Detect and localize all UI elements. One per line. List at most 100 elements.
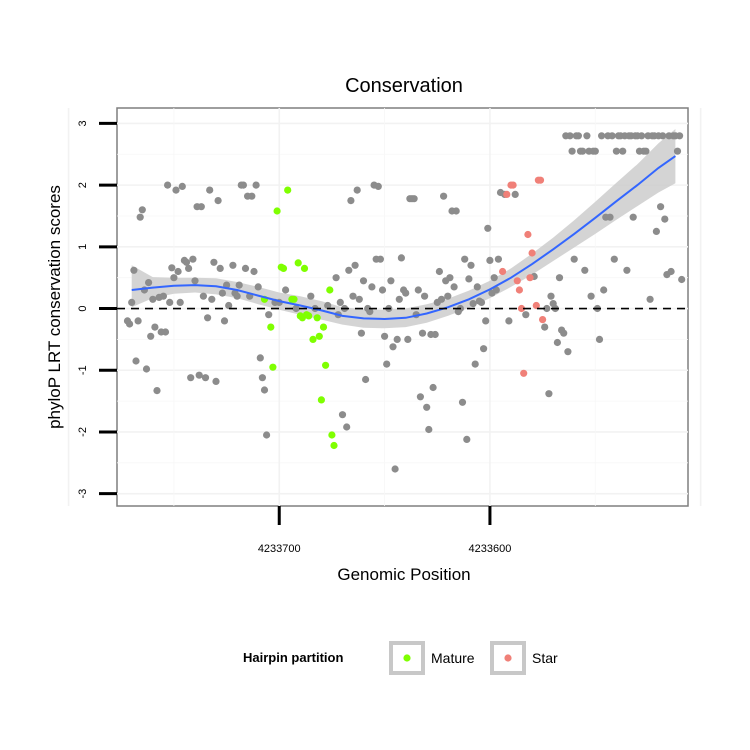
- other-point: [566, 132, 574, 140]
- other-point: [239, 181, 247, 189]
- other-point: [486, 256, 494, 264]
- legend-key-mature-dot: [403, 654, 411, 662]
- other-point: [220, 317, 229, 325]
- other-point: [583, 132, 591, 140]
- legend-key-star-dot: [504, 654, 512, 662]
- mature-point: [294, 259, 302, 267]
- other-point: [480, 345, 488, 353]
- other-point: [397, 254, 405, 262]
- other-point: [410, 195, 418, 203]
- other-point: [629, 213, 637, 221]
- other-point: [505, 317, 513, 325]
- other-point: [676, 132, 684, 140]
- star-point: [539, 316, 547, 324]
- mature-point: [328, 431, 336, 439]
- other-point: [608, 132, 616, 140]
- other-point: [292, 304, 300, 313]
- mature-point: [284, 186, 292, 194]
- other-point: [164, 181, 172, 189]
- other-point: [678, 275, 686, 284]
- other-point: [553, 338, 562, 347]
- other-point: [667, 267, 675, 276]
- mature-point: [317, 396, 325, 404]
- mature-point: [330, 441, 338, 450]
- y-tick-label: -3: [77, 489, 89, 499]
- other-point: [206, 186, 214, 194]
- other-point: [248, 192, 256, 200]
- other-point: [338, 411, 347, 419]
- other-point: [638, 132, 646, 140]
- other-point: [581, 266, 589, 274]
- confidence-ribbon-layer: [131, 129, 676, 329]
- other-point: [353, 186, 361, 194]
- mature-point: [267, 323, 275, 331]
- mature-point: [319, 323, 328, 331]
- mature-point: [305, 312, 313, 320]
- other-point: [492, 286, 500, 294]
- other-point: [176, 298, 184, 306]
- other-point: [168, 264, 176, 272]
- other-point: [324, 301, 332, 310]
- other-point: [241, 264, 250, 272]
- other-point: [252, 181, 260, 189]
- other-point: [435, 267, 443, 276]
- mature-point: [290, 295, 298, 303]
- other-point: [541, 323, 549, 331]
- other-point: [657, 203, 665, 211]
- other-point: [195, 371, 203, 379]
- other-point: [147, 332, 155, 340]
- other-point: [598, 132, 606, 140]
- other-point: [395, 295, 403, 303]
- other-point: [368, 283, 376, 291]
- other-point: [199, 292, 207, 300]
- other-point: [153, 387, 161, 395]
- legend-label-star: Star: [532, 650, 558, 666]
- other-point: [355, 295, 363, 303]
- other-point: [673, 147, 682, 155]
- other-point: [174, 267, 182, 276]
- star-point: [503, 190, 511, 198]
- other-point: [482, 317, 490, 325]
- star-point: [513, 277, 521, 285]
- other-point: [254, 283, 262, 291]
- other-point: [204, 314, 212, 322]
- star-point: [517, 304, 526, 313]
- other-point: [463, 435, 471, 443]
- other-point: [336, 298, 344, 306]
- other-point: [465, 275, 473, 283]
- other-point: [343, 423, 351, 431]
- y-tick-label: 2: [77, 182, 89, 188]
- smooth-line: [131, 155, 676, 321]
- other-point: [216, 264, 224, 272]
- other-point: [623, 266, 631, 274]
- other-point: [134, 317, 142, 325]
- other-point: [450, 283, 458, 291]
- y-tick-label: 1: [77, 244, 89, 250]
- other-point: [258, 374, 266, 382]
- other-point: [149, 295, 157, 303]
- other-point: [161, 328, 170, 336]
- other-point: [332, 274, 340, 282]
- other-point: [389, 343, 397, 351]
- other-point: [250, 267, 258, 276]
- other-point: [172, 186, 180, 194]
- other-point: [477, 298, 486, 306]
- other-point: [357, 329, 365, 337]
- other-point: [444, 292, 452, 300]
- other-point: [151, 323, 159, 331]
- other-point: [182, 258, 191, 266]
- mature-point: [322, 361, 330, 369]
- legend-label-mature: Mature: [431, 650, 475, 666]
- other-point: [185, 264, 193, 272]
- mature-point: [313, 314, 321, 322]
- other-point: [659, 132, 667, 140]
- other-point: [402, 289, 410, 297]
- other-point: [591, 147, 599, 155]
- other-point: [351, 261, 359, 269]
- other-point: [178, 182, 186, 190]
- other-point: [347, 197, 355, 205]
- other-point: [418, 329, 427, 337]
- other-point: [404, 335, 412, 343]
- other-point: [543, 304, 551, 313]
